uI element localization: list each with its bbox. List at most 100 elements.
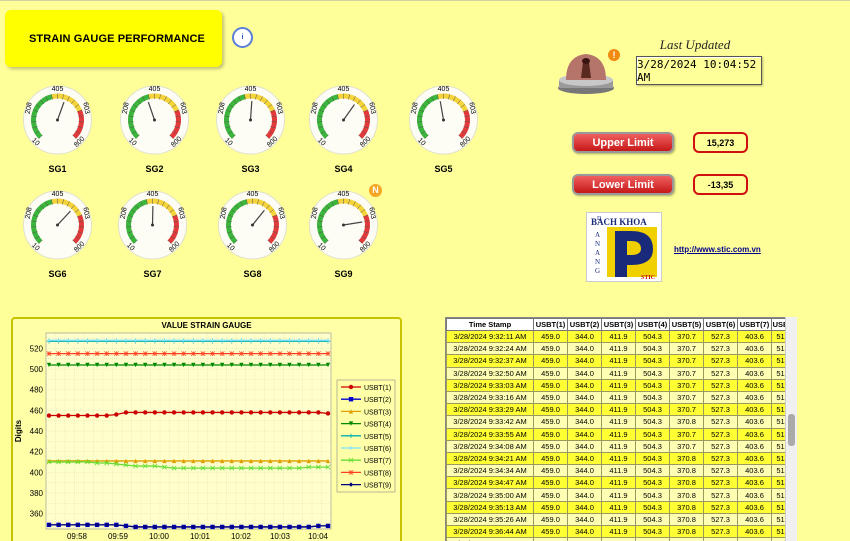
legend-label: USBT(5) [364,434,391,441]
website-link[interactable]: http://www.stic.com.vn [674,245,761,254]
table-row[interactable]: 3/28/2024 9:36:44 AM 459.0 344.0 411.9 504.3… [446,524,790,539]
table-row[interactable]: 3/28/2024 9:34:34 AM 459.0 344.0 411.9 504.3… [446,464,790,478]
data-point [104,460,110,466]
table-cell: 370.7 [669,390,704,405]
gauge-scale-low: 10 [316,242,327,253]
table-row[interactable]: 3/28/2024 9:35:13 AM 459.0 344.0 411.9 504.3… [446,500,790,514]
table-cell: 344.0 [567,390,602,405]
table-cell: 504.3 [635,488,670,502]
data-point [229,410,234,415]
table-row[interactable]: 3/28/2024 9:32:37 AM 459.0 344.0 411.9 504.3… [446,354,790,368]
data-point [181,410,186,415]
data-point [277,465,283,471]
data-point [267,465,273,471]
table-cell: 459.0 [533,451,568,466]
table-row[interactable]: 3/28/2024 9:32:24 AM 459.0 344.0 411.9 504.3… [446,342,790,356]
data-point [152,362,158,368]
table-cell: 344.0 [567,500,602,514]
column-header[interactable]: USBT(7) [737,318,772,331]
table-row[interactable]: 3/28/2024 9:35:26 AM 459.0 344.0 411.9 504.3… [446,512,790,527]
series-6 [46,338,331,343]
y-tick-label: 520 [30,344,44,353]
gauge-scale-mid-high: 603 [81,207,90,220]
data-point [94,460,100,466]
series-4 [46,362,331,368]
table-row[interactable]: 3/28/2024 9:33:16 AM 459.0 344.0 411.9 504.3… [446,390,790,405]
table-cell: 459.0 [533,427,568,441]
table-cell: 403.6 [737,500,772,514]
upper-limit-button[interactable]: Upper Limit [572,132,674,153]
column-header[interactable]: Time Stamp [446,318,534,331]
table-row[interactable]: 3/28/2024 9:34:21 AM 459.0 344.0 411.9 504.3… [446,451,790,466]
table-row[interactable]: 3/28/2024 9:33:29 AM 459.0 344.0 411.9 504.3… [446,403,790,417]
logo-v2: N [595,240,600,248]
gauge-needle [249,101,253,121]
info-icon[interactable]: i [232,27,253,48]
y-tick-label: 420 [30,448,44,457]
table-cell: 344.0 [567,354,602,368]
table-row[interactable]: 3/28/2024 9:33:55 AM 459.0 344.0 411.9 504.3… [446,427,790,441]
column-header[interactable]: USBT(6) [703,318,738,331]
table-scrollbar[interactable] [785,317,797,541]
data-point [200,338,206,343]
table-cell: 3/28/2024 9:33:29 AM [446,403,534,417]
data-point [210,410,215,415]
gauge-scale-mid-high: 603 [367,207,376,220]
table-row[interactable]: 3/28/2024 9:33:03 AM 459.0 344.0 411.9 504.3… [446,378,790,392]
data-point [239,362,244,368]
table-cell: 344.0 [567,415,602,429]
data-point [229,362,234,368]
table-cell: 504.3 [635,354,670,368]
table-cell: 403.6 [737,464,772,478]
table-cell: 411.9 [601,476,636,490]
gauge-scale-mid-low: 208 [25,102,34,115]
data-point [210,465,216,471]
data-point [258,351,264,357]
gauge-needle [147,101,156,121]
table-cell: 344.0 [567,476,602,490]
column-header[interactable]: USBT(2) [567,318,602,331]
column-header[interactable]: USBT(3) [601,318,636,331]
table-row[interactable]: 3/28/2024 9:32:50 AM 459.0 344.0 411.9 504.3… [446,366,790,380]
data-point [123,410,129,415]
data-point [113,461,119,467]
gauge-scale-low: 10 [127,137,138,148]
column-header[interactable]: USBT(1) [533,318,568,331]
table-row[interactable]: 3/28/2024 9:35:00 AM 459.0 344.0 411.9 504.3… [446,488,790,502]
table-cell: 3/28/2024 9:36:44 AM [446,524,534,539]
gauge-needle [343,104,355,121]
gauge-label-sg8: SG8 [243,269,262,279]
data-point [75,338,81,343]
table-row[interactable]: 3/28/2024 9:34:47 AM 459.0 344.0 411.9 504.3… [446,476,790,490]
table-cell: 459.0 [533,512,568,527]
table-row[interactable]: 3/28/2024 9:32:11 AM 459.0 344.0 411.9 504.3… [446,329,790,344]
scroll-thumb[interactable] [788,414,795,446]
lower-limit-button[interactable]: Lower Limit [572,174,674,195]
table-header: Time Stamp USBT(1) USBT(2) USBT(3) USBT(4) US… [446,318,790,331]
data-point [162,410,167,415]
data-point [171,465,177,471]
table-cell: 504.3 [635,512,670,527]
data-point [277,351,283,357]
table-cell: 411.9 [601,427,636,441]
table-row[interactable]: 3/28/2024 9:36:57 AM459.0344.0411.9504.3… [446,537,790,541]
data-point [46,338,52,343]
data-point [56,338,61,343]
table-cell: 459.0 [533,524,568,539]
table-row[interactable]: 3/28/2024 9:34:08 AM 459.0 344.0 411.9 504.3… [446,439,790,453]
y-tick-label: 380 [30,489,44,498]
data-point [325,351,331,357]
column-header[interactable]: USBT(5) [669,318,704,331]
data-point [152,463,158,469]
table-row[interactable]: 3/28/2024 9:33:42 AM 459.0 344.0 411.9 504.3… [446,415,790,429]
data-point [229,465,235,471]
column-header[interactable]: USBT(4) [635,318,670,331]
table-cell: 527.3 [703,378,738,392]
data-point [123,462,129,468]
table-cell: 403.6 [737,476,772,490]
data-point [191,458,196,464]
table-cell: 527.3 [703,464,738,478]
data-point [219,458,225,464]
gauge-scale-mid-high: 603 [276,207,285,220]
